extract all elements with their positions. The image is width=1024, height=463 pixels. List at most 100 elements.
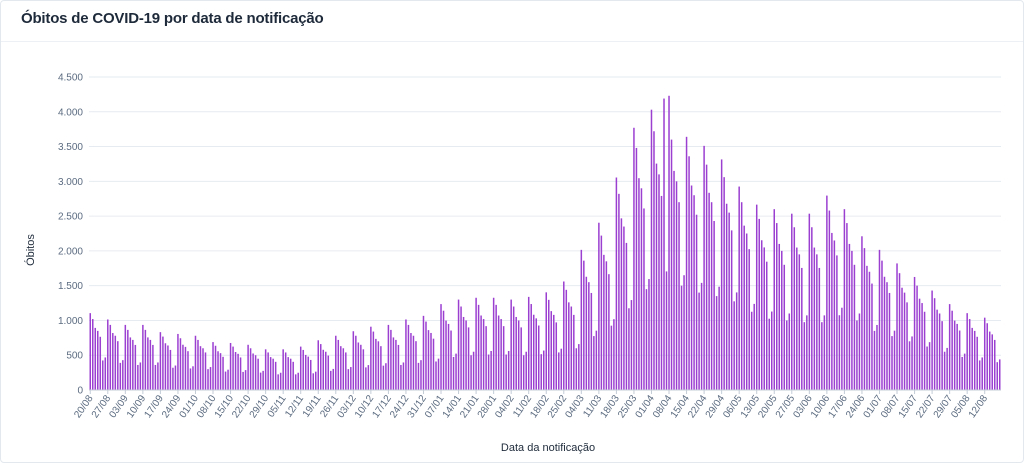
bar[interactable] <box>931 290 933 390</box>
bar[interactable] <box>866 265 868 390</box>
bar[interactable] <box>590 292 593 390</box>
bar[interactable] <box>963 353 966 390</box>
bar[interactable] <box>981 357 983 390</box>
bar[interactable] <box>856 320 858 390</box>
bar[interactable] <box>793 227 796 390</box>
bar[interactable] <box>525 351 527 390</box>
bar[interactable] <box>843 209 846 390</box>
bar[interactable] <box>938 313 941 390</box>
bar[interactable] <box>377 341 380 390</box>
bar[interactable] <box>928 342 931 390</box>
bar[interactable] <box>713 220 715 390</box>
bar[interactable] <box>174 365 177 390</box>
bar[interactable] <box>786 320 788 390</box>
bar[interactable] <box>548 299 550 390</box>
bar[interactable] <box>177 333 179 390</box>
bar[interactable] <box>375 338 377 390</box>
bar[interactable] <box>410 333 412 390</box>
bar[interactable] <box>322 349 325 390</box>
bar[interactable] <box>282 349 284 390</box>
bar[interactable] <box>961 356 963 390</box>
bar[interactable] <box>387 324 390 390</box>
bar[interactable] <box>254 355 257 390</box>
bar[interactable] <box>427 330 430 390</box>
bar[interactable] <box>360 344 362 390</box>
bar[interactable] <box>507 350 510 390</box>
bar[interactable] <box>212 342 214 390</box>
bar[interactable] <box>730 230 733 390</box>
bar[interactable] <box>633 127 635 390</box>
bar[interactable] <box>397 344 400 390</box>
bar[interactable] <box>537 325 540 390</box>
bar[interactable] <box>999 359 1001 390</box>
bar[interactable] <box>207 369 209 390</box>
bar[interactable] <box>783 264 786 390</box>
bar[interactable] <box>763 247 765 390</box>
bar[interactable] <box>868 271 871 390</box>
bar[interactable] <box>279 372 282 390</box>
bar[interactable] <box>425 321 427 390</box>
bar[interactable] <box>745 233 748 391</box>
bar[interactable] <box>858 313 861 390</box>
bar[interactable] <box>583 260 585 390</box>
bar[interactable] <box>412 335 415 390</box>
bar[interactable] <box>107 319 109 390</box>
bar[interactable] <box>801 267 803 390</box>
bar[interactable] <box>630 300 633 390</box>
bar[interactable] <box>505 354 507 390</box>
bar[interactable] <box>502 326 505 390</box>
bar[interactable] <box>628 308 630 390</box>
bar[interactable] <box>382 365 385 390</box>
bar[interactable] <box>918 298 921 390</box>
bar[interactable] <box>695 214 698 390</box>
bar[interactable] <box>861 236 863 390</box>
bar[interactable] <box>838 315 841 390</box>
bar[interactable] <box>558 352 560 390</box>
bar[interactable] <box>127 329 129 390</box>
bar[interactable] <box>668 95 670 390</box>
bar[interactable] <box>718 286 720 390</box>
bar[interactable] <box>620 218 623 390</box>
bar[interactable] <box>330 370 332 390</box>
bar[interactable] <box>720 159 723 390</box>
bar[interactable] <box>828 210 831 390</box>
bar[interactable] <box>284 352 287 390</box>
bar[interactable] <box>901 287 903 390</box>
bar[interactable] <box>658 174 660 390</box>
bar[interactable] <box>693 195 695 390</box>
bar[interactable] <box>485 326 487 390</box>
bar[interactable] <box>237 353 239 390</box>
bar[interactable] <box>422 315 425 390</box>
bar[interactable] <box>367 365 370 390</box>
bar[interactable] <box>472 351 475 390</box>
bar[interactable] <box>971 327 973 390</box>
bar[interactable] <box>392 337 395 390</box>
bar[interactable] <box>217 351 219 390</box>
bar[interactable] <box>926 346 928 390</box>
bar[interactable] <box>355 335 357 390</box>
bar[interactable] <box>806 315 808 390</box>
bar[interactable] <box>823 315 826 390</box>
bar[interactable] <box>365 367 367 390</box>
bar[interactable] <box>703 145 705 390</box>
bar[interactable] <box>921 303 923 390</box>
bar[interactable] <box>234 352 237 390</box>
bar[interactable] <box>595 330 598 390</box>
bar[interactable] <box>465 320 467 390</box>
bar[interactable] <box>320 344 322 390</box>
bar[interactable] <box>357 342 360 390</box>
bar[interactable] <box>976 336 978 390</box>
bar[interactable] <box>848 243 851 390</box>
bar[interactable] <box>147 337 149 390</box>
bar[interactable] <box>886 282 888 390</box>
bar[interactable] <box>600 235 603 390</box>
bar[interactable] <box>715 296 718 390</box>
bar[interactable] <box>337 339 340 390</box>
bar[interactable] <box>740 202 743 390</box>
bar[interactable] <box>182 344 184 390</box>
bar[interactable] <box>555 322 558 390</box>
bar[interactable] <box>670 139 673 390</box>
bar[interactable] <box>154 364 157 390</box>
bar[interactable] <box>307 356 309 390</box>
bar[interactable] <box>490 350 492 390</box>
